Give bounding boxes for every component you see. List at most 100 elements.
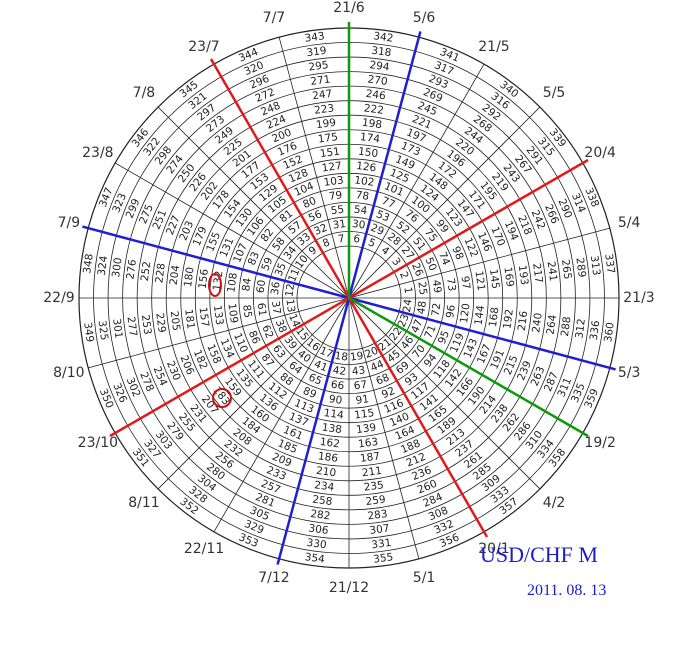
cell-number: 271 xyxy=(310,73,331,88)
cell-number: 229 xyxy=(153,312,168,333)
cell-number: 67 xyxy=(353,379,368,393)
sector-line xyxy=(278,37,350,299)
cell-number: 247 xyxy=(312,88,333,103)
cell-number: 270 xyxy=(367,73,388,88)
cell-number: 120 xyxy=(458,303,473,324)
cell-number: 2 xyxy=(397,270,411,281)
cell-number: 84 xyxy=(240,277,254,292)
date-tick: 7/9 xyxy=(58,215,81,231)
cell-number: 36 xyxy=(269,281,283,296)
cell-number: 144 xyxy=(473,304,488,326)
cell-number: 53 xyxy=(374,208,391,224)
cell-number: 44 xyxy=(369,358,386,374)
cell-number: 109 xyxy=(225,303,240,324)
cell-number: 20 xyxy=(363,345,380,361)
cell-number: 86 xyxy=(246,329,262,346)
cell-number: 276 xyxy=(124,258,139,280)
cell-number: 92 xyxy=(380,385,397,401)
cell-number: 199 xyxy=(315,117,336,132)
date-tick: 5/5 xyxy=(543,85,566,101)
cell-number: 35 xyxy=(273,261,289,278)
cell-number: 175 xyxy=(317,131,338,146)
cell-number: 25 xyxy=(415,281,429,296)
cell-number: 42 xyxy=(332,364,347,378)
cell-number: 186 xyxy=(317,450,339,465)
cell-number: 11 xyxy=(286,267,302,284)
cell-number: 12 xyxy=(283,283,297,298)
cell-number: 62 xyxy=(259,323,275,340)
cell-number: 59 xyxy=(259,256,275,273)
cell-number: 295 xyxy=(308,59,329,74)
cell-number: 89 xyxy=(301,385,318,401)
cell-number: 217 xyxy=(530,262,545,283)
cell-number: 151 xyxy=(319,146,340,161)
cell-number: 319 xyxy=(306,45,327,60)
cell-number: 139 xyxy=(355,422,376,437)
date-label: 2011. 08. 13 xyxy=(527,582,606,599)
cell-number: 312 xyxy=(573,318,588,339)
cell-number: 228 xyxy=(153,262,168,283)
date-tick: 23/8 xyxy=(82,145,113,161)
date-tick: 8/11 xyxy=(128,495,159,511)
date-tick: 8/10 xyxy=(53,365,84,381)
cell-number: 73 xyxy=(444,277,458,292)
cell-number: 77 xyxy=(380,195,397,211)
cell-number: 313 xyxy=(588,255,603,276)
cell-number: 14 xyxy=(286,312,302,329)
cell-number: 13 xyxy=(283,298,297,313)
cell-number: 24 xyxy=(401,298,415,313)
cell-number: 289 xyxy=(573,257,588,278)
sector-line xyxy=(348,297,541,490)
cell-number: 31 xyxy=(332,218,347,232)
cell-number: 252 xyxy=(139,261,154,282)
cell-number: 222 xyxy=(363,102,384,117)
cell-number: 342 xyxy=(373,30,394,45)
date-tick: 5/3 xyxy=(618,365,641,381)
cell-number: 169 xyxy=(501,266,516,287)
cell-number: 354 xyxy=(304,551,326,566)
cell-number: 127 xyxy=(321,160,342,175)
cell-number: 85 xyxy=(240,304,254,319)
cell-number: 61 xyxy=(255,302,269,317)
sector-line xyxy=(348,106,541,299)
date-tick: 20/1 xyxy=(478,541,509,557)
cell-number: 235 xyxy=(363,479,384,494)
cell-number: 18 xyxy=(334,350,349,364)
cell-number: 216 xyxy=(516,310,531,332)
cell-number: 277 xyxy=(124,316,139,337)
cell-number: 240 xyxy=(530,312,545,333)
date-tick: 21/5 xyxy=(478,39,509,55)
cell-number: 223 xyxy=(313,102,334,117)
cell-number: 26 xyxy=(409,261,425,278)
cell-number: 343 xyxy=(304,30,325,45)
cell-number: 41 xyxy=(312,358,329,374)
cell-number: 288 xyxy=(559,316,574,337)
sector-line xyxy=(348,297,420,559)
cell-number: 162 xyxy=(319,436,340,451)
cell-number: 259 xyxy=(365,494,386,509)
date-tick: 5/1 xyxy=(413,570,436,586)
cell-number: 80 xyxy=(301,195,318,211)
cell-number: 96 xyxy=(444,304,458,319)
date-tick: 20/4 xyxy=(584,145,616,161)
cell-number: 241 xyxy=(545,261,560,282)
cell-number: 264 xyxy=(545,314,560,336)
cell-number: 330 xyxy=(306,537,327,552)
cell-number: 348 xyxy=(81,253,96,274)
date-tick: 7/12 xyxy=(258,570,289,586)
cell-number: 103 xyxy=(323,174,344,189)
sector-line xyxy=(157,106,350,299)
date-tick: 23/7 xyxy=(188,39,219,55)
date-tick: 21/3 xyxy=(623,290,654,306)
cell-number: 193 xyxy=(516,264,531,285)
cell-number: 246 xyxy=(365,88,387,103)
cell-number: 211 xyxy=(361,465,382,480)
cell-number: 121 xyxy=(473,270,488,291)
cell-number: 23 xyxy=(396,312,412,329)
cell-number: 204 xyxy=(168,264,183,286)
cell-number: 68 xyxy=(374,372,391,388)
cell-number: 56 xyxy=(307,208,324,224)
cell-number: 19 xyxy=(349,350,364,364)
cell-number: 72 xyxy=(430,302,444,317)
cell-number: 138 xyxy=(321,422,342,437)
